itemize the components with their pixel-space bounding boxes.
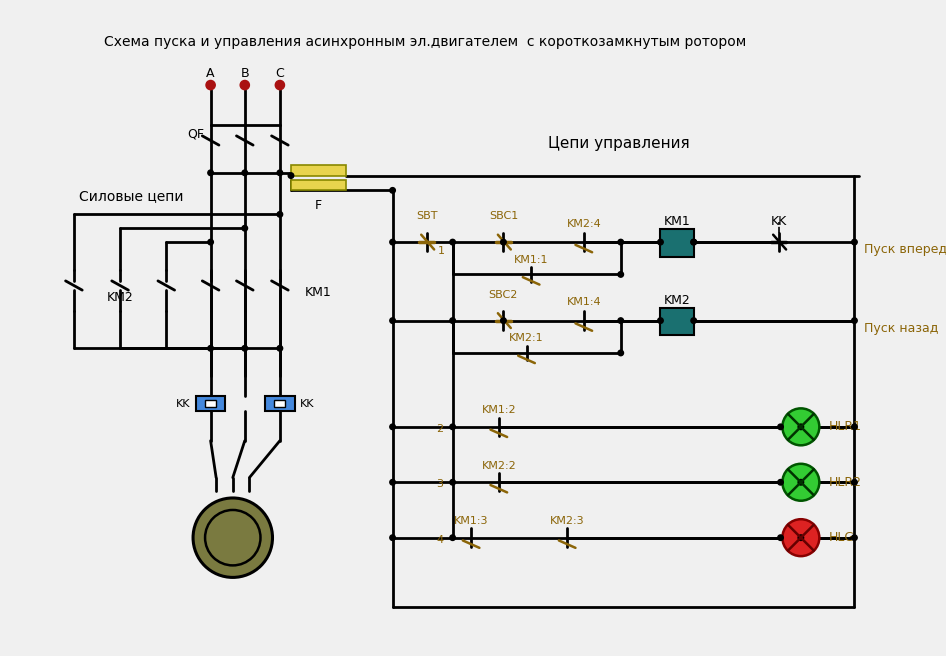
Bar — [274, 400, 286, 407]
Text: C: C — [275, 66, 284, 79]
Circle shape — [782, 519, 819, 556]
Text: Схема пуска и управления асинхронным эл.двигателем  с короткозамкнутым ротором: Схема пуска и управления асинхронным эл.… — [104, 35, 746, 49]
Circle shape — [193, 498, 272, 577]
Text: KM2:2: KM2:2 — [482, 461, 517, 470]
Text: 1: 1 — [438, 247, 445, 256]
Bar — [660, 229, 693, 257]
Circle shape — [450, 480, 455, 485]
Circle shape — [500, 239, 506, 245]
Circle shape — [691, 239, 696, 245]
Text: Цепи управления: Цепи управления — [548, 136, 690, 151]
Text: M: M — [223, 528, 242, 547]
Bar — [265, 396, 294, 411]
Circle shape — [450, 239, 455, 245]
Text: KM2:4: KM2:4 — [567, 218, 601, 229]
Circle shape — [500, 318, 506, 323]
Circle shape — [277, 346, 283, 351]
Circle shape — [277, 170, 283, 176]
Text: KM2: KM2 — [107, 291, 133, 304]
Text: KM2: KM2 — [664, 294, 691, 307]
Circle shape — [782, 409, 819, 445]
Circle shape — [798, 480, 804, 485]
Circle shape — [240, 81, 250, 90]
Text: KK: KK — [176, 399, 190, 409]
Circle shape — [851, 424, 857, 430]
Circle shape — [798, 535, 804, 541]
Circle shape — [242, 346, 248, 351]
Text: KM2:3: KM2:3 — [550, 516, 585, 526]
Circle shape — [778, 480, 783, 485]
Circle shape — [618, 350, 623, 356]
Circle shape — [618, 318, 623, 323]
Circle shape — [208, 346, 214, 351]
Circle shape — [242, 170, 248, 176]
Circle shape — [390, 318, 395, 323]
Text: Пуск вперед: Пуск вперед — [864, 243, 946, 256]
Circle shape — [390, 424, 395, 430]
Circle shape — [450, 424, 455, 430]
Text: B: B — [240, 66, 249, 79]
Bar — [291, 165, 346, 176]
Circle shape — [691, 239, 696, 245]
Circle shape — [778, 424, 783, 430]
Text: SBT: SBT — [416, 211, 437, 221]
Circle shape — [208, 170, 214, 176]
Text: KM1:4: KM1:4 — [567, 297, 601, 307]
Text: KM1:1: KM1:1 — [514, 255, 549, 264]
Text: SBC1: SBC1 — [489, 211, 518, 221]
Circle shape — [206, 81, 216, 90]
Circle shape — [208, 239, 214, 245]
Text: SBC2: SBC2 — [489, 290, 518, 300]
Text: QF: QF — [187, 127, 204, 140]
Circle shape — [289, 173, 294, 178]
Bar — [660, 308, 693, 335]
Text: A: A — [206, 66, 215, 79]
Circle shape — [657, 239, 663, 245]
Text: KM1:2: KM1:2 — [482, 405, 517, 415]
Circle shape — [851, 535, 857, 541]
Circle shape — [277, 212, 283, 217]
Circle shape — [390, 535, 395, 541]
Circle shape — [657, 318, 663, 323]
Text: HLR1: HLR1 — [829, 420, 862, 434]
Circle shape — [851, 239, 857, 245]
Circle shape — [618, 239, 623, 245]
Circle shape — [390, 239, 395, 245]
Circle shape — [618, 272, 623, 277]
Circle shape — [450, 535, 455, 541]
Text: Силовые цепи: Силовые цепи — [79, 189, 183, 203]
Text: KM1:3: KM1:3 — [454, 516, 488, 526]
Text: 3: 3 — [436, 479, 443, 489]
Circle shape — [798, 424, 804, 430]
Circle shape — [242, 226, 248, 231]
Text: HLG: HLG — [829, 531, 854, 544]
Bar — [205, 400, 216, 407]
Circle shape — [450, 318, 455, 323]
Text: KM2:1: KM2:1 — [509, 333, 544, 343]
Circle shape — [782, 464, 819, 501]
Circle shape — [851, 480, 857, 485]
Text: 2: 2 — [436, 424, 444, 434]
Circle shape — [851, 318, 857, 323]
Text: KM1: KM1 — [664, 215, 691, 228]
Circle shape — [691, 318, 696, 323]
Text: KK: KK — [771, 215, 787, 228]
Text: KM1: KM1 — [305, 287, 332, 299]
Text: Пуск назад: Пуск назад — [864, 321, 938, 335]
Text: HLR2: HLR2 — [829, 476, 862, 489]
Text: KK: KK — [300, 399, 315, 409]
Circle shape — [275, 81, 285, 90]
Circle shape — [390, 480, 395, 485]
Circle shape — [390, 188, 395, 193]
Bar — [196, 396, 225, 411]
Bar — [291, 180, 346, 190]
Circle shape — [778, 535, 783, 541]
Text: F: F — [315, 199, 323, 212]
Text: 4: 4 — [436, 535, 444, 544]
